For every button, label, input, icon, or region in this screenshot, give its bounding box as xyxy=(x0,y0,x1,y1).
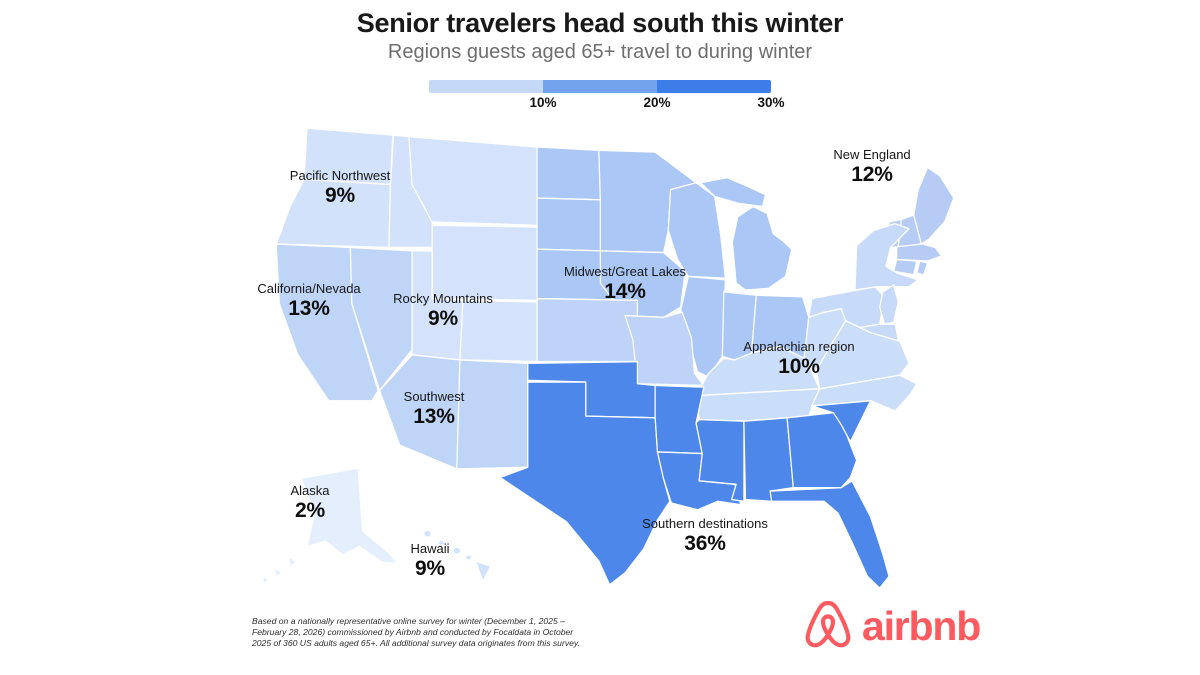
state-shape-mi xyxy=(731,205,793,291)
state-shape-ak xyxy=(287,555,297,568)
state-shape-mt xyxy=(408,136,538,227)
state-shape-ak xyxy=(300,467,399,565)
state-shape-nm xyxy=(456,359,529,470)
state-shape-me xyxy=(913,166,955,245)
state-shape-ky xyxy=(695,345,821,397)
state-shape-ak xyxy=(261,575,270,585)
region-southern xyxy=(499,360,890,589)
state-shape-tx xyxy=(499,381,671,586)
state-shape-wa xyxy=(303,127,394,186)
region-southwest xyxy=(379,354,529,470)
page-subtitle: Regions guests aged 65+ travel to during… xyxy=(387,41,813,63)
state-shape-ar xyxy=(654,384,705,455)
state-shape-va xyxy=(815,320,910,390)
state-shape-ri xyxy=(916,260,929,276)
state-shape-ak xyxy=(274,567,283,578)
legend-tick-30: 30% xyxy=(757,95,785,110)
map-container xyxy=(250,118,960,595)
airbnb-wordmark: airbnb xyxy=(862,602,981,649)
state-shape-or xyxy=(275,178,392,249)
region-pacific-northwest xyxy=(275,127,433,249)
state-shape-ny xyxy=(854,222,919,291)
state-shape-wy xyxy=(431,224,538,301)
state-shape-sc xyxy=(811,400,872,443)
state-shape-al xyxy=(743,417,794,502)
state-shape-hi xyxy=(474,560,492,583)
state-shape-mo xyxy=(624,311,705,387)
state-shape-ct xyxy=(893,258,918,276)
state-shape-hi xyxy=(437,539,446,547)
color-scale-legend: 10% 20% 30% xyxy=(429,80,785,114)
legend-tick-20: 20% xyxy=(643,95,671,110)
region-central-plains xyxy=(536,297,705,387)
state-shape-sd xyxy=(536,197,604,252)
state-shape-nd xyxy=(536,146,601,201)
us-choropleth-map xyxy=(261,127,955,589)
state-shape-in xyxy=(721,291,757,361)
state-shape-nv xyxy=(349,246,413,392)
state-shape-co xyxy=(459,299,538,363)
airbnb-logo: airbnb xyxy=(800,597,981,655)
state-shape-hi xyxy=(423,529,432,538)
region-hawaii xyxy=(423,529,492,583)
state-shape-mi xyxy=(700,176,767,208)
region-rocky-mountains xyxy=(408,136,538,363)
state-shape-ks xyxy=(536,297,639,363)
legend-segment-2 xyxy=(543,80,657,93)
legend-bar xyxy=(429,80,771,93)
region-california-nevada xyxy=(275,243,413,402)
state-shape-fl xyxy=(769,480,890,589)
page-title: Senior travelers head south this winter xyxy=(356,8,844,38)
legend-tick-10: 10% xyxy=(529,95,557,110)
state-shape-nj xyxy=(879,284,899,325)
survey-footnote: Based on a nationally representative onl… xyxy=(252,616,580,649)
legend-segment-1 xyxy=(429,80,543,93)
state-shape-wi xyxy=(667,182,727,279)
state-shape-hi xyxy=(464,554,473,561)
legend-segment-3 xyxy=(657,80,771,93)
airbnb-belo-icon xyxy=(805,600,851,648)
region-midwest-great-lakes xyxy=(536,146,810,378)
region-new-england xyxy=(887,166,955,276)
region-alaska xyxy=(261,467,399,585)
state-shape-hi xyxy=(452,546,462,555)
